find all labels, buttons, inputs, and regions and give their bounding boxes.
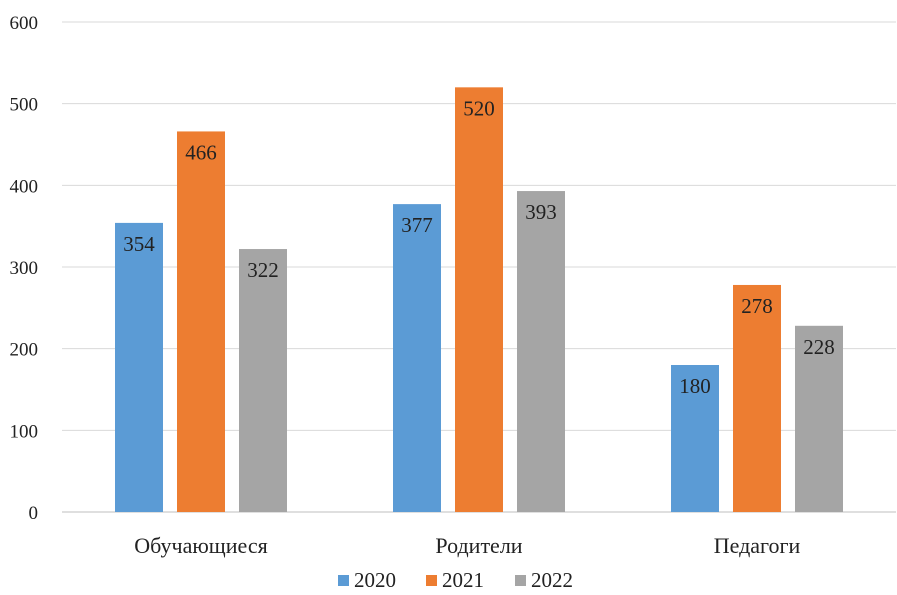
y-tick-label: 0 <box>29 503 39 524</box>
bar-2021-0 <box>177 131 225 512</box>
bar-2020-1 <box>393 204 441 512</box>
y-tick-label: 200 <box>10 340 39 361</box>
bar-2020-0 <box>115 222 163 512</box>
data-labels: 354 466 322 377 520 393 180 278 228 <box>123 96 835 398</box>
data-label: 393 <box>525 200 557 224</box>
legend: 2020 2021 2022 <box>338 568 573 592</box>
data-label: 520 <box>463 96 495 120</box>
y-tick-label: 400 <box>10 176 39 197</box>
y-tick-label: 100 <box>10 421 39 442</box>
legend-entry: 2020 <box>354 568 396 592</box>
data-label: 278 <box>741 294 773 318</box>
y-tick-label: 500 <box>10 95 39 116</box>
y-tick-label: 300 <box>10 258 39 279</box>
legend-entry: 2022 <box>531 568 573 592</box>
data-label: 354 <box>123 232 155 256</box>
category-label: Родители <box>435 533 522 558</box>
y-tick-label: 600 <box>10 13 39 34</box>
data-label: 466 <box>185 140 217 164</box>
bar-2022-2 <box>795 325 843 512</box>
data-label: 377 <box>401 213 433 237</box>
data-label: 180 <box>679 374 711 398</box>
bar-2022-0 <box>239 249 287 513</box>
bar-2020-2 <box>671 365 719 512</box>
bars <box>115 87 843 513</box>
category-label: Педагоги <box>714 533 801 558</box>
data-label: 228 <box>803 335 835 359</box>
y-axis-ticks: 0 100 200 300 400 500 600 <box>10 13 39 524</box>
legend-swatch <box>426 575 437 586</box>
bar-2022-1 <box>517 191 565 513</box>
legend-swatch <box>338 575 349 586</box>
category-label: Обучающиеся <box>134 533 267 558</box>
legend-entry: 2021 <box>442 568 484 592</box>
data-label: 322 <box>247 258 279 282</box>
legend-swatch <box>515 575 526 586</box>
bar-2021-2 <box>733 284 781 512</box>
category-labels: Обучающиеся Родители Педагоги <box>134 533 800 558</box>
bar-2021-1 <box>455 87 503 512</box>
